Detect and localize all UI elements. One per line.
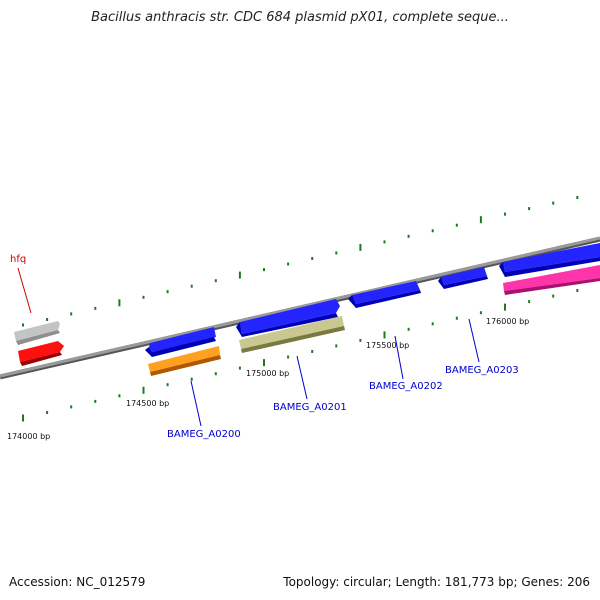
position-label-174000: 174000 bp	[7, 432, 50, 441]
gene-bameg-a0200[interactable]	[148, 346, 221, 376]
position-label-176000: 176000 bp	[486, 317, 529, 326]
position-label-175500: 175500 bp	[366, 341, 409, 350]
gene-right-edge-upper[interactable]	[499, 243, 600, 277]
upper-tick-row	[22, 196, 579, 327]
gene-bameg-a0203[interactable]	[438, 267, 488, 289]
gene-bameg-a0200-upper[interactable]	[145, 327, 216, 357]
page-title: Bacillus anthracis str. CDC 684 plasmid …	[91, 10, 509, 25]
accession-text: Accession: NC_012579	[9, 575, 146, 589]
label-leaders	[17, 267, 480, 427]
gene-bameg-a0201[interactable]	[239, 316, 345, 353]
plasmid-backbone	[0, 236, 600, 380]
lower-tick-row	[22, 289, 579, 422]
position-label-174500: 174500 bp	[126, 399, 169, 408]
gene-right-edge-pink[interactable]	[503, 265, 600, 295]
gene-label-bameg-a0203: BAMEG_A0203	[445, 365, 519, 376]
gene-hfq[interactable]	[18, 341, 64, 366]
position-label-175000: 175000 bp	[246, 369, 289, 378]
gene-bameg-a0201-upper[interactable]	[236, 299, 340, 337]
gene-bameg-a0202[interactable]	[348, 281, 421, 308]
gene-label-hfq: hfq	[10, 254, 26, 265]
gene-hfq-upper[interactable]	[14, 321, 60, 345]
gene-label-bameg-a0202: BAMEG_A0202	[369, 381, 443, 392]
gene-label-bameg-a0200: BAMEG_A0200	[167, 429, 241, 440]
topology-summary: Topology: circular; Length: 181,773 bp; …	[283, 575, 590, 589]
gene-label-bameg-a0201: BAMEG_A0201	[273, 402, 347, 413]
